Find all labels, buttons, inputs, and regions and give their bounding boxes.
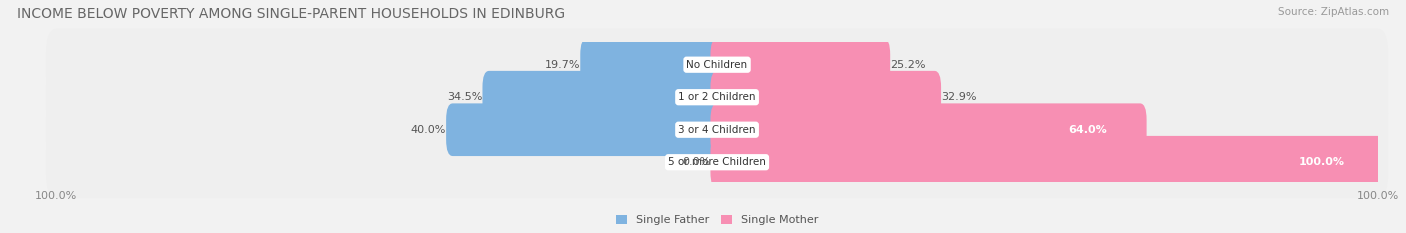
Text: 34.5%: 34.5% xyxy=(447,92,482,102)
FancyBboxPatch shape xyxy=(710,71,941,123)
Legend: Single Father, Single Mother: Single Father, Single Mother xyxy=(616,215,818,225)
Text: 40.0%: 40.0% xyxy=(411,125,446,135)
FancyBboxPatch shape xyxy=(46,126,1388,198)
Text: No Children: No Children xyxy=(686,60,748,70)
FancyBboxPatch shape xyxy=(581,38,724,91)
FancyBboxPatch shape xyxy=(46,61,1388,133)
Text: 19.7%: 19.7% xyxy=(544,60,581,70)
FancyBboxPatch shape xyxy=(46,29,1388,101)
FancyBboxPatch shape xyxy=(482,71,724,123)
Text: 3 or 4 Children: 3 or 4 Children xyxy=(678,125,756,135)
Text: 1 or 2 Children: 1 or 2 Children xyxy=(678,92,756,102)
FancyBboxPatch shape xyxy=(710,38,890,91)
Text: 32.9%: 32.9% xyxy=(941,92,977,102)
Text: Source: ZipAtlas.com: Source: ZipAtlas.com xyxy=(1278,7,1389,17)
Text: INCOME BELOW POVERTY AMONG SINGLE-PARENT HOUSEHOLDS IN EDINBURG: INCOME BELOW POVERTY AMONG SINGLE-PARENT… xyxy=(17,7,565,21)
Text: 25.2%: 25.2% xyxy=(890,60,925,70)
FancyBboxPatch shape xyxy=(710,103,1146,156)
Text: 0.0%: 0.0% xyxy=(682,157,710,167)
Text: 5 or more Children: 5 or more Children xyxy=(668,157,766,167)
Text: 64.0%: 64.0% xyxy=(1069,125,1107,135)
FancyBboxPatch shape xyxy=(446,103,724,156)
FancyBboxPatch shape xyxy=(46,94,1388,166)
Text: 100.0%: 100.0% xyxy=(1299,157,1344,167)
FancyBboxPatch shape xyxy=(710,136,1385,188)
